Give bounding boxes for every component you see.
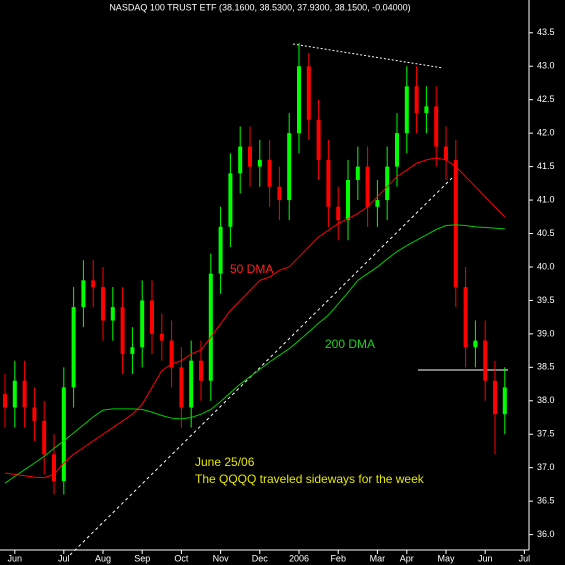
candle-body — [375, 200, 380, 207]
candle-body — [179, 367, 184, 408]
candle-body — [473, 340, 478, 348]
x-tick-label: Mar — [370, 553, 386, 563]
candle-body — [493, 380, 497, 415]
candle-body — [238, 146, 243, 174]
candle-body — [257, 159, 262, 167]
y-tick-label: 36.0 — [537, 529, 555, 539]
candle-body — [346, 179, 350, 221]
chart-title: NASDAQ 100 TRUST ETF (38.1600, 38.5300, … — [109, 2, 410, 12]
y-tick-label: 41.0 — [537, 194, 555, 204]
candle-body — [395, 133, 399, 167]
candle-body — [453, 159, 458, 288]
x-tick-label: Jun — [8, 553, 23, 563]
y-tick-label: 43.0 — [537, 61, 555, 71]
ma-line — [4, 224, 505, 484]
candle-body — [267, 159, 272, 187]
candle-body — [228, 173, 233, 227]
candle-body — [110, 307, 115, 321]
x-tick-label: Apr — [400, 553, 414, 563]
candle-body — [297, 66, 301, 134]
x-tick-label: Aug — [95, 553, 111, 563]
y-tick-label: 37.0 — [537, 462, 555, 472]
x-tick-label: Oct — [174, 553, 189, 563]
candle-body — [3, 394, 7, 408]
candle-body — [91, 280, 96, 288]
x-tick-label: Dec — [252, 553, 269, 563]
candle-body — [61, 387, 66, 482]
candle-body — [159, 333, 164, 341]
candle-body — [463, 287, 468, 348]
candle-body — [101, 287, 105, 321]
y-tick-label: 40.5 — [537, 228, 555, 238]
candle-body — [404, 86, 409, 134]
candle-body — [169, 340, 174, 368]
x-tick-label: 2006 — [289, 553, 309, 563]
x-tick-label: Nov — [213, 553, 230, 563]
candle-body — [140, 300, 145, 348]
candle-body — [502, 387, 507, 415]
y-tick-label: 39.0 — [537, 328, 555, 338]
candle-body — [22, 380, 27, 408]
candle-body — [12, 380, 17, 408]
candle-body — [150, 300, 154, 334]
candle-body — [81, 280, 86, 308]
candle-body — [385, 166, 390, 201]
candle-body — [208, 273, 213, 381]
candle-body — [189, 360, 194, 408]
annotation: The QQQQ traveled sideways for the week — [195, 472, 425, 486]
candle-body — [32, 407, 37, 421]
candle-body — [287, 133, 292, 201]
annotation: June 25/06 — [195, 455, 255, 469]
x-tick-label: Sep — [134, 553, 150, 563]
candle-body — [306, 66, 311, 120]
y-tick-label: 36.5 — [537, 496, 555, 506]
x-tick-label: Jul — [58, 553, 70, 563]
candle-body — [130, 347, 135, 354]
y-tick-label: 43.5 — [537, 27, 555, 37]
candle-body — [71, 307, 76, 388]
candle-body — [218, 226, 223, 274]
candle-body — [326, 159, 331, 207]
candle-body — [365, 166, 370, 207]
legend-label: 200 DMA — [325, 337, 375, 351]
y-tick-label: 38.0 — [537, 395, 555, 405]
x-tick-label: Jul — [519, 553, 531, 563]
y-tick-label: 42.0 — [537, 128, 555, 138]
x-tick-label: May — [437, 553, 455, 563]
y-tick-label: 39.5 — [537, 295, 555, 305]
candle-body — [444, 146, 448, 160]
candle-body — [42, 420, 47, 455]
y-tick-label: 41.5 — [537, 161, 555, 171]
ma-line — [4, 157, 506, 479]
candle-body — [336, 206, 341, 221]
y-tick-label: 42.5 — [537, 94, 555, 104]
candle-body — [414, 86, 419, 114]
candle-body — [277, 186, 282, 201]
y-tick-label: 40.0 — [537, 261, 555, 271]
y-tick-label: 37.5 — [537, 429, 555, 439]
candle-body — [424, 106, 429, 114]
candle-body — [199, 360, 203, 381]
candle-body — [52, 454, 56, 482]
legend-label: 50 DMA — [230, 262, 273, 276]
candle-body — [316, 119, 321, 160]
candle-body — [120, 307, 125, 354]
candle-body — [355, 166, 360, 180]
candle-body — [248, 146, 252, 167]
candle-body — [483, 340, 488, 381]
candle-body — [434, 106, 439, 147]
x-tick-label: Jun — [478, 553, 493, 563]
x-tick-label: Feb — [330, 553, 346, 563]
trendline — [292, 43, 444, 69]
y-tick-label: 38.5 — [537, 362, 555, 372]
